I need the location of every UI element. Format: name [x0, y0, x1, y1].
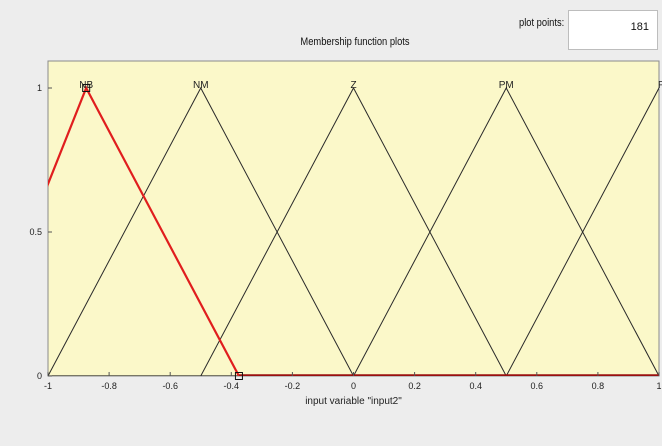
mf-label-pm[interactable]: PM: [499, 80, 514, 91]
mf-label-pb[interactable]: PB: [658, 80, 662, 91]
plot-points-input[interactable]: [568, 10, 658, 50]
plot-area[interactable]: [47, 60, 660, 377]
mf-label-nb[interactable]: NB: [79, 80, 93, 91]
mf-handle[interactable]: [234, 372, 243, 380]
x-tick-label: 1: [656, 381, 661, 391]
x-tick-label: -1: [44, 381, 52, 391]
series-layer: [0, 85, 662, 376]
y-tick-label: 1: [37, 83, 42, 93]
mf-curve-pb[interactable]: [505, 86, 662, 376]
mf-handle[interactable]: [82, 84, 91, 92]
x-tick-label: -0.4: [224, 381, 240, 391]
x-tick-label: 0.2: [408, 381, 421, 391]
x-tick-label: 0.6: [531, 381, 544, 391]
x-axis-label: input variable "input2": [305, 396, 402, 407]
mf-label-z[interactable]: Z: [350, 80, 356, 91]
y-tick-label: 0: [37, 371, 42, 381]
x-tick-label: -0.6: [162, 381, 178, 391]
x-tick-label: 0.8: [592, 381, 605, 391]
mf-label-nm[interactable]: NM: [193, 80, 209, 91]
axis-layer: -1 -0.8 -0.6 -0.4 -0.2 0 0.2 0.4 0.6 0.8 1 0 0.5 1: [29, 83, 661, 391]
plot-title: Membership function plots: [300, 36, 410, 48]
mf-curve-pm[interactable]: [353, 86, 660, 376]
mf-label-layer: NB NM Z PM PB: [79, 80, 662, 91]
mf-curve-nm[interactable]: [48, 86, 354, 376]
plot-points-label: plot points:: [519, 17, 565, 29]
mf-curve-nb[interactable]: [0, 85, 240, 376]
mf-curve-z[interactable]: [200, 86, 507, 376]
y-tick-label: 0.5: [29, 227, 42, 237]
x-tick-label: 0: [351, 381, 356, 391]
x-tick-label: -0.8: [101, 381, 117, 391]
x-tick-label: -0.2: [285, 381, 301, 391]
x-tick-label: 0.4: [469, 381, 482, 391]
